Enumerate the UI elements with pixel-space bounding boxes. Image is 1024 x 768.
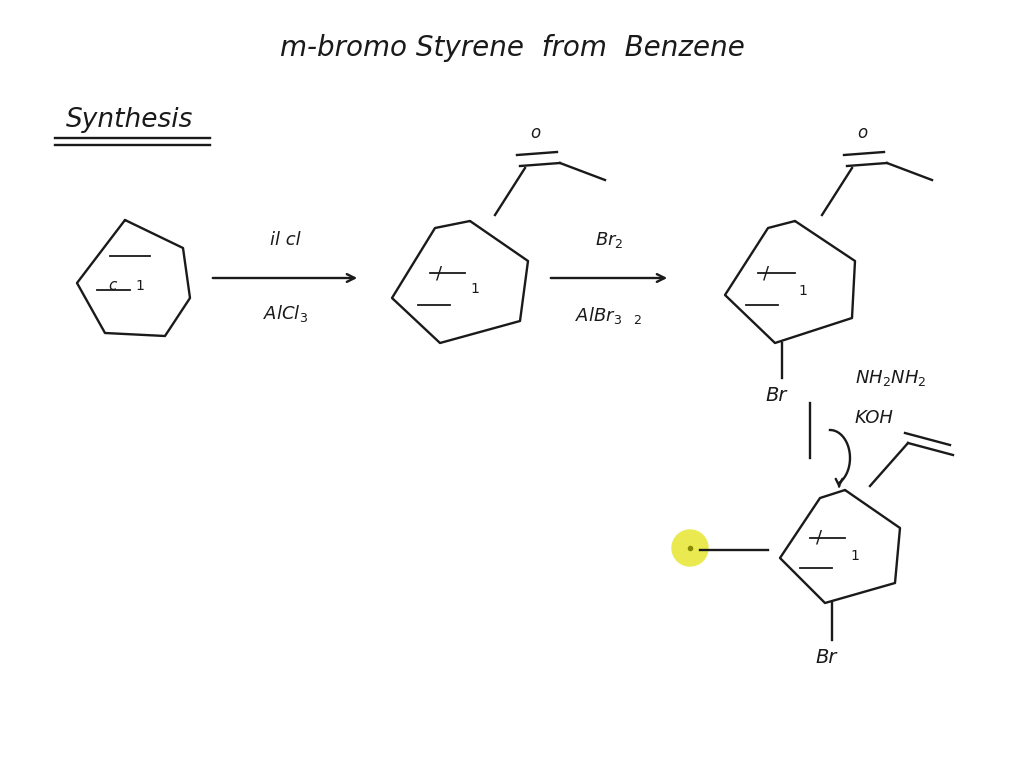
- Text: Br: Br: [815, 648, 837, 667]
- Text: NH$_2$NH$_2$: NH$_2$NH$_2$: [855, 368, 927, 388]
- Text: $\mathit{c}$: $\mathit{c}$: [108, 279, 118, 293]
- Text: Br$_2$: Br$_2$: [595, 230, 624, 250]
- Text: il cl: il cl: [269, 231, 300, 249]
- Text: $\mathit{1}$: $\mathit{1}$: [470, 282, 479, 296]
- Text: m-bromo Styrene  from  Benzene: m-bromo Styrene from Benzene: [280, 34, 744, 62]
- Text: $\mathit{/}$: $\mathit{/}$: [435, 264, 443, 282]
- Text: Br: Br: [765, 386, 786, 405]
- Text: $\mathit{1}$: $\mathit{1}$: [850, 549, 859, 563]
- Circle shape: [672, 530, 708, 566]
- Text: o: o: [857, 124, 867, 142]
- Text: $\mathit{/}$: $\mathit{/}$: [762, 264, 770, 282]
- Text: $\mathit{/}$: $\mathit{/}$: [815, 529, 823, 547]
- Text: AlBr$_3$  $_2$: AlBr$_3$ $_2$: [575, 304, 642, 326]
- Text: o: o: [530, 124, 540, 142]
- Text: AlCl$_3$: AlCl$_3$: [262, 303, 307, 323]
- Text: KOH: KOH: [855, 409, 894, 427]
- Text: $\mathit{1}$: $\mathit{1}$: [135, 279, 144, 293]
- Text: Synthesis: Synthesis: [67, 107, 194, 133]
- Text: $\mathit{1}$: $\mathit{1}$: [798, 284, 808, 298]
